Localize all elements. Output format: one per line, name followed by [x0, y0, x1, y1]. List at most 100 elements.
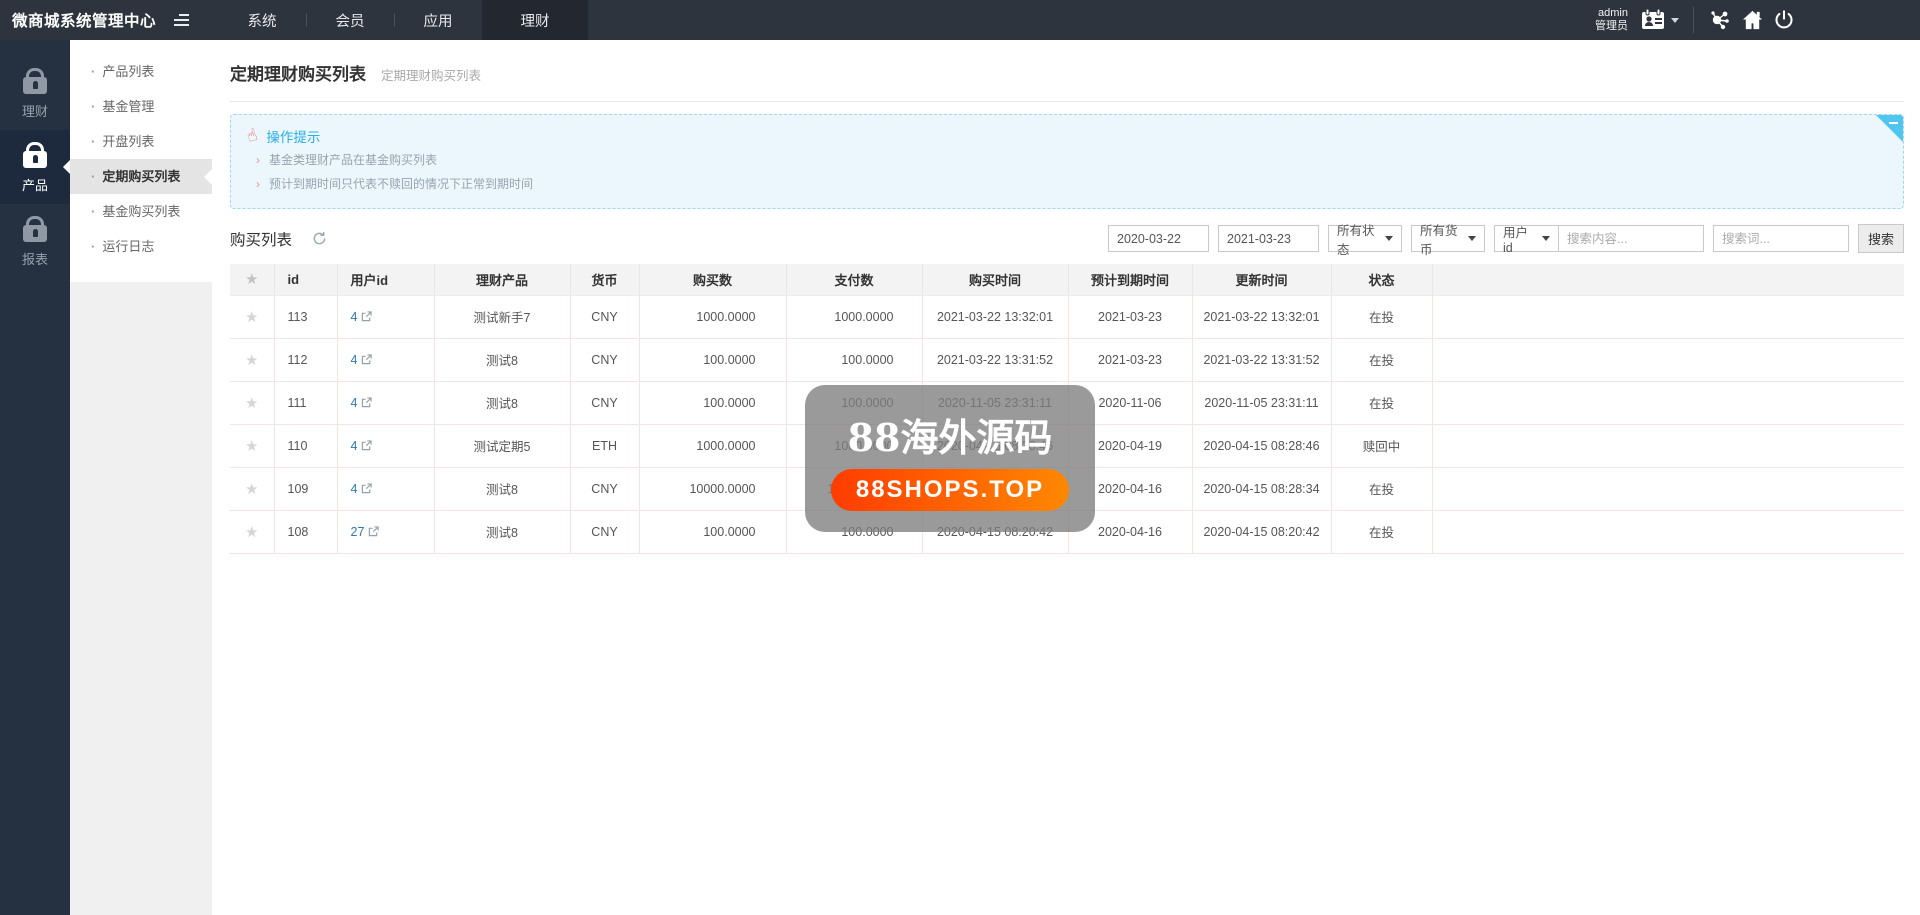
refresh-icon[interactable]: [312, 231, 327, 246]
user-info: admin 管理员: [1595, 7, 1628, 33]
sidebar-item-finance[interactable]: 理财: [0, 56, 70, 130]
sidebar-item-label: 理财: [21, 104, 48, 119]
cell-prod: 测试8: [434, 467, 571, 511]
search-button[interactable]: 搜索: [1858, 224, 1904, 253]
lock-icon: [23, 68, 47, 94]
star-icon[interactable]: ★: [245, 480, 259, 498]
select-caret-icon: [1468, 236, 1476, 241]
user-id-link[interactable]: 4: [350, 309, 358, 324]
modules-icon[interactable]: [1704, 0, 1736, 40]
table-row: ★ 113 4 测试新手7 CNY 1000.0000 1000.0000 2021-03-2…: [230, 295, 1904, 339]
sidebar-item-product[interactable]: 产品: [0, 130, 70, 204]
user-role: 管理员: [1595, 20, 1628, 32]
currency-select[interactable]: 所有货币: [1411, 224, 1485, 257]
cell-utime: 2020-04-15 08:28:34: [1192, 467, 1332, 511]
cell-id: 110: [274, 424, 338, 468]
nav-tab-finance[interactable]: 理财: [482, 0, 588, 40]
submenu-item-open-list[interactable]: 开盘列表: [70, 124, 212, 159]
cell-utime: 2020-04-15 08:20:42: [1192, 510, 1332, 554]
column-header-utime: 更新时间: [1192, 264, 1332, 296]
star-icon[interactable]: ★: [245, 351, 259, 369]
external-link-icon[interactable]: [357, 439, 373, 453]
submenu-list: 产品列表 基金管理 开盘列表 定期购买列表 基金购买列表 运行日志: [70, 40, 212, 282]
cell-prod: 测试定期5: [434, 424, 571, 468]
alert-collapse-fold[interactable]: [1876, 115, 1903, 142]
column-header-prod: 理财产品: [434, 264, 571, 296]
nav-tab-system[interactable]: 系统: [247, 13, 277, 30]
cell-fill: [1432, 338, 1904, 382]
nav-tab-member[interactable]: 会员: [306, 0, 394, 40]
user-id-link[interactable]: 27: [350, 524, 365, 539]
star-icon[interactable]: ★: [245, 394, 259, 412]
keyword-input[interactable]: [1713, 225, 1849, 252]
watermark-badge: 88SHOPS.TOP: [830, 468, 1070, 511]
cell-etime: 2021-03-23: [1068, 338, 1193, 382]
cell-prod: 测试8: [434, 510, 571, 554]
search-field-select[interactable]: 用户id: [1494, 225, 1558, 255]
icon-sidebar: 理财 产品 报表: [0, 40, 70, 915]
cell-cur: ETH: [570, 424, 640, 468]
date-to-input[interactable]: [1218, 225, 1319, 252]
cell-buy: 1000.0000: [639, 424, 787, 468]
cell-fill: [1432, 510, 1904, 554]
external-link-icon[interactable]: [357, 482, 373, 496]
hand-pointer-icon: ☝: [244, 124, 260, 147]
external-link-icon[interactable]: [357, 310, 373, 324]
cell-user: 4: [337, 295, 435, 339]
cell-prod: 测试8: [434, 381, 571, 425]
cell-star: ★: [230, 381, 275, 425]
logout-power-icon[interactable]: [1768, 0, 1800, 40]
cell-star: ★: [230, 510, 275, 554]
cell-user: 4: [337, 338, 435, 382]
cell-utime: 2020-11-05 23:31:11: [1192, 381, 1332, 425]
cell-buy: 10000.0000: [639, 467, 787, 511]
submenu-item-run-log[interactable]: 运行日志: [70, 229, 212, 264]
cell-star: ★: [230, 467, 275, 511]
submenu-item-fund-manage[interactable]: 基金管理: [70, 89, 212, 124]
column-header-user: 用户id: [337, 264, 435, 296]
external-link-icon[interactable]: [364, 525, 380, 539]
column-header-fill: [1432, 264, 1904, 296]
cell-user: 4: [337, 467, 435, 511]
star-icon[interactable]: ★: [245, 523, 259, 541]
column-header-star: ★: [230, 264, 275, 296]
list-toolbar: 购买列表 所有状态 所有货币 用户id: [230, 224, 1904, 264]
submenu-item-fund-buy-list[interactable]: 基金购买列表: [70, 194, 212, 229]
star-icon[interactable]: ★: [245, 437, 259, 455]
sidebar-collapse-button[interactable]: [158, 0, 204, 40]
home-icon[interactable]: [1736, 0, 1768, 40]
minus-icon[interactable]: [1889, 122, 1898, 124]
cell-id: 108: [274, 510, 338, 554]
alert-tip: 基金类理财产品在基金购买列表: [247, 148, 1887, 172]
star-icon[interactable]: ★: [245, 308, 259, 326]
submenu-item-product-list[interactable]: 产品列表: [70, 54, 212, 89]
column-header-id: id: [274, 264, 338, 296]
cell-user: 4: [337, 424, 435, 468]
select-caret-icon: [1542, 236, 1550, 241]
nav-tab-app[interactable]: 应用: [394, 0, 482, 40]
cell-btime: 2021-03-22 13:31:52: [922, 338, 1069, 382]
external-link-icon[interactable]: [357, 353, 373, 367]
cell-fill: [1432, 424, 1904, 468]
cell-buy: 1000.0000: [639, 295, 787, 339]
user-id-link[interactable]: 4: [350, 481, 358, 496]
cell-prod: 测试新手7: [434, 295, 571, 339]
cell-stat: 赎回中: [1331, 424, 1433, 468]
user-name: admin: [1598, 7, 1628, 19]
cell-fill: [1432, 381, 1904, 425]
user-id-link[interactable]: 4: [350, 395, 358, 410]
user-id-link[interactable]: 4: [350, 438, 358, 453]
sidebar-item-report[interactable]: 报表: [0, 204, 70, 278]
date-from-input[interactable]: [1108, 225, 1209, 252]
chevron-down-icon[interactable]: [1671, 17, 1679, 23]
status-select[interactable]: 所有状态: [1328, 224, 1402, 257]
cell-stat: 在投: [1331, 295, 1433, 339]
submenu-item-fixed-buy-list[interactable]: 定期购买列表: [70, 159, 212, 194]
profile-badge-icon[interactable]: [1637, 0, 1669, 40]
cell-fill: [1432, 295, 1904, 339]
select-caret-icon: [1385, 236, 1393, 241]
external-link-icon[interactable]: [357, 396, 373, 410]
user-id-link[interactable]: 4: [350, 352, 358, 367]
search-content-input[interactable]: [1558, 225, 1704, 252]
cell-stat: 在投: [1331, 510, 1433, 554]
